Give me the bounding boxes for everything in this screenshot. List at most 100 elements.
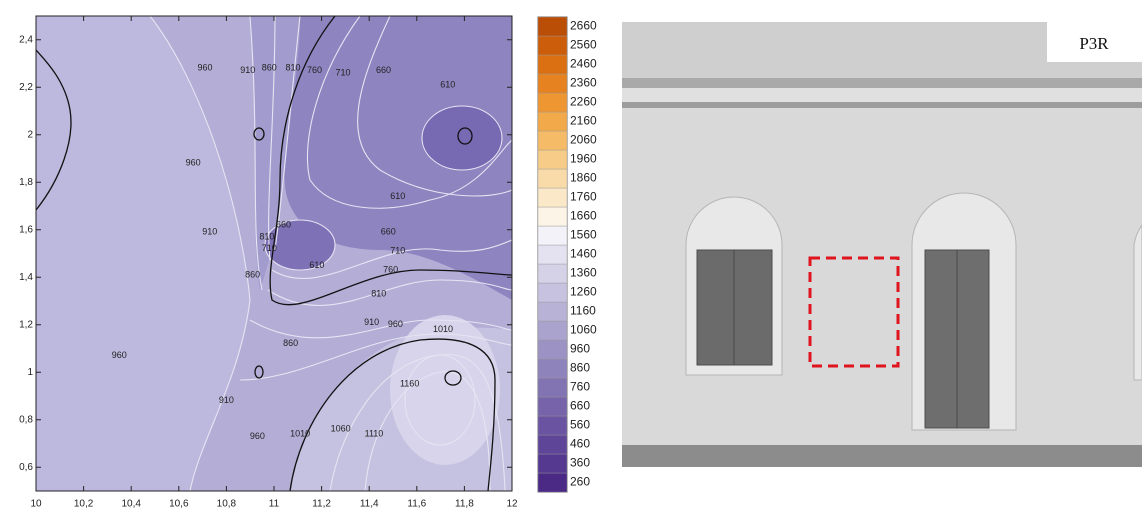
contour-label: 660	[276, 219, 291, 229]
colorbar-label: 1460	[570, 247, 597, 261]
colorbar-band	[538, 321, 567, 340]
colorbar-label: 860	[570, 361, 590, 375]
colorbar-label: 260	[570, 475, 590, 489]
colorbar-label: 360	[570, 456, 590, 470]
contour-label: 1010	[290, 428, 310, 438]
colorbar-band	[538, 55, 567, 74]
contour-label: 610	[390, 191, 405, 201]
colorbar-label: 2660	[570, 19, 597, 33]
y-tick-label: 1,4	[19, 272, 33, 283]
y-tick-label: 0,6	[19, 462, 33, 473]
colorbar-band	[538, 264, 567, 283]
colorbar-label: 960	[570, 342, 590, 356]
colorbar-band	[538, 435, 567, 454]
colorbar-band	[538, 150, 567, 169]
y-tick-label: 1,8	[19, 177, 33, 188]
y-tick-label: 2,4	[19, 34, 33, 45]
x-tick-label: 11,6	[407, 499, 426, 510]
x-tick-label: 10	[30, 499, 42, 510]
photo: P3R	[622, 22, 1142, 467]
contour-label: 1110	[365, 428, 384, 438]
x-tick-label: 12	[506, 499, 518, 510]
colorbar-label: 1360	[570, 266, 597, 280]
colorbar-label: 460	[570, 437, 590, 451]
contour-label: 910	[202, 227, 217, 237]
colorbar-label: 1760	[570, 190, 597, 204]
colorbar-label: 560	[570, 418, 590, 432]
contour-label: 1060	[331, 424, 351, 434]
colorbar-band	[538, 416, 567, 435]
colorbar-label: 760	[570, 380, 590, 394]
contour-label: 960	[197, 63, 212, 73]
colorbar-label: 2460	[570, 57, 597, 71]
y-tick-label: 1,6	[19, 224, 33, 235]
contour-label: 860	[262, 63, 277, 73]
colorbar-band	[538, 17, 567, 36]
x-tick-label: 11,2	[312, 499, 331, 510]
contour-label: 760	[307, 65, 322, 75]
contour-label: 710	[336, 67, 351, 77]
colorbar-band	[538, 245, 567, 264]
contour-label: 710	[262, 243, 277, 253]
colorbar-band	[538, 359, 567, 378]
x-tick-label: 10,4	[121, 499, 141, 510]
colorbar-band	[538, 169, 567, 188]
colorbar-band	[538, 283, 567, 302]
x-tick-label: 11,4	[360, 499, 379, 510]
colorbar-band	[538, 340, 567, 359]
colorbar-band	[538, 397, 567, 416]
colorbar-band	[538, 93, 567, 112]
contour-label: 960	[250, 431, 265, 441]
y-tick-label: 1	[27, 367, 33, 378]
contour-label: 910	[240, 65, 255, 75]
colorbar-label: 1260	[570, 285, 597, 299]
colorbar-label: 1960	[570, 152, 597, 166]
colorbar-label: 1160	[570, 304, 596, 318]
contour-label: 960	[112, 350, 127, 360]
contour-label: 910	[364, 317, 379, 327]
figure: P3R 1010,210,410,610,81111,211,411,611,8…	[0, 0, 1142, 513]
contour-label: 660	[376, 65, 391, 75]
y-tick-label: 1,2	[19, 319, 33, 330]
contour-label: 860	[245, 269, 260, 279]
y-tick-label: 2	[27, 129, 33, 140]
contour-label: 960	[388, 319, 403, 329]
colorbar-label: 2360	[570, 76, 597, 90]
contour-label: 860	[283, 338, 298, 348]
contour-label: 960	[186, 158, 201, 168]
x-tick-label: 10,2	[74, 499, 94, 510]
x-tick-label: 11	[269, 499, 280, 510]
contour-label: 910	[219, 395, 234, 405]
colorbar-label: 1560	[570, 228, 597, 242]
colorbar-label: 1060	[570, 323, 597, 337]
contour-label: 1160	[400, 379, 419, 389]
colorbar-band	[538, 74, 567, 93]
colorbar-band	[538, 302, 567, 321]
contour-label: 610	[309, 260, 324, 270]
contour-label: 810	[286, 63, 301, 73]
colorbar-label: 660	[570, 399, 590, 413]
colorbar-band	[538, 473, 567, 492]
colorbar-label: 1660	[570, 209, 597, 223]
contour-label: 660	[381, 227, 396, 237]
colorbar-band	[538, 188, 567, 207]
colorbar-label: 2260	[570, 95, 597, 109]
x-tick-label: 11,8	[455, 499, 474, 510]
colorbar-band	[538, 454, 567, 473]
colorbar-band	[538, 112, 567, 131]
contour-label: 610	[440, 79, 455, 89]
colorbar-label: 2560	[570, 38, 597, 52]
colorbar-band	[538, 226, 567, 245]
contour-label: 810	[371, 288, 386, 298]
colorbar-band	[538, 207, 567, 226]
contour-label: 810	[259, 231, 274, 241]
contour-label: 710	[390, 246, 405, 256]
colorbar-band	[538, 36, 567, 55]
contour-label: 760	[383, 265, 398, 275]
colorbar-label: 2060	[570, 133, 597, 147]
x-tick-label: 10,6	[169, 499, 189, 510]
colorbar-label: 2160	[570, 114, 597, 128]
contour-label: 1010	[433, 324, 453, 334]
colorbar-band	[538, 378, 567, 397]
colorbar-band	[538, 131, 567, 150]
